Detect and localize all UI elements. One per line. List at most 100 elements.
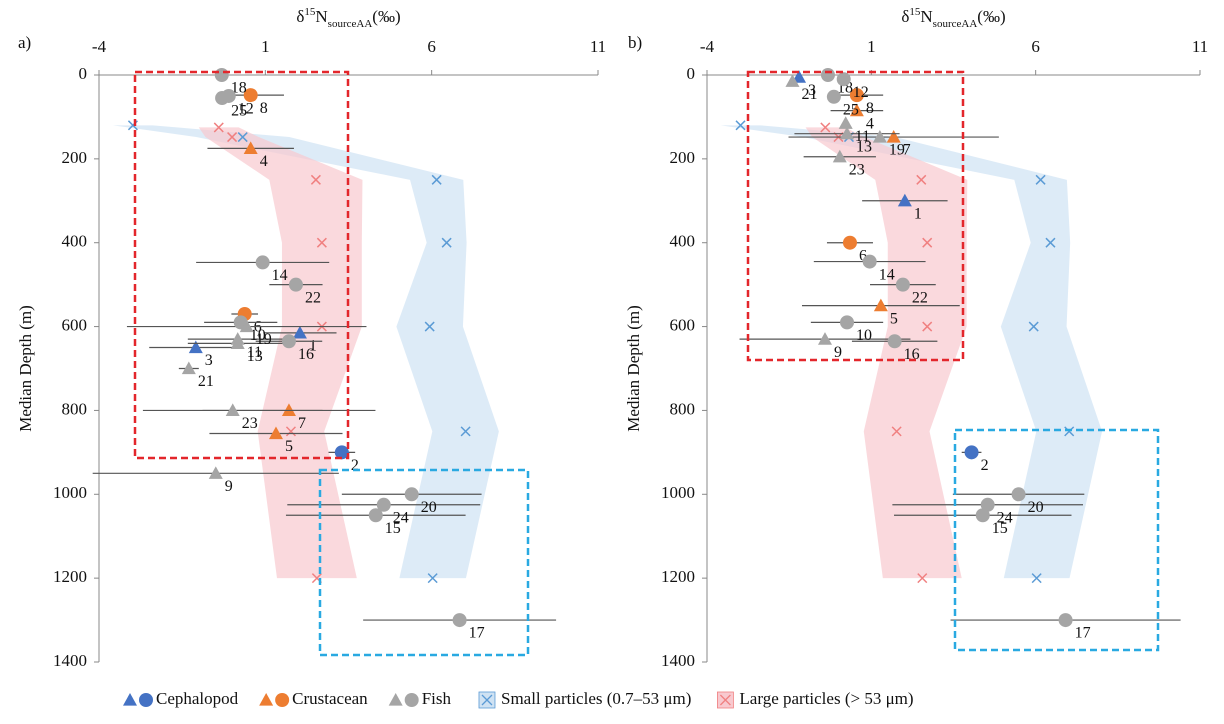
particle-marker bbox=[1064, 426, 1075, 437]
x-axis-title-part: sourceAA bbox=[328, 18, 373, 30]
point-label: 4 bbox=[260, 153, 268, 170]
point-label: 20 bbox=[1028, 499, 1044, 516]
point-label: 4 bbox=[866, 115, 874, 132]
point-label: 7 bbox=[298, 415, 306, 432]
particle-marker bbox=[917, 573, 928, 584]
y-tick-label: 200 bbox=[62, 148, 88, 167]
point-label: 8 bbox=[260, 100, 268, 117]
triangle-marker bbox=[230, 336, 245, 349]
circle-marker bbox=[334, 445, 349, 460]
particle-marker bbox=[1035, 174, 1046, 185]
circle-marker bbox=[840, 315, 855, 330]
point-label: 25 bbox=[843, 101, 859, 118]
x-tick-label: 11 bbox=[1192, 37, 1208, 56]
x-tick-label: -4 bbox=[700, 37, 715, 56]
panel: -4 1 6 110200400600800100012001400δ15Nsourc… bbox=[624, 6, 1208, 670]
triangle-marker bbox=[886, 130, 901, 143]
point-label: 14 bbox=[272, 267, 288, 284]
circle-marker bbox=[376, 497, 391, 512]
panel-label: a) bbox=[18, 33, 31, 52]
legend-label: Cephalopod bbox=[156, 689, 239, 708]
point-label: 21 bbox=[198, 373, 214, 390]
point-label: 24 bbox=[997, 509, 1013, 526]
particle-band bbox=[198, 127, 363, 579]
circle-marker bbox=[404, 487, 419, 502]
particle-marker bbox=[227, 132, 238, 143]
y-tick-label: 1400 bbox=[53, 651, 87, 670]
legend-triangle bbox=[388, 693, 403, 706]
particle-band bbox=[720, 125, 1103, 579]
blue-box bbox=[318, 468, 530, 657]
point-label: 23 bbox=[242, 415, 258, 432]
point-label: 19 bbox=[889, 142, 905, 159]
x-tick-label: 1 bbox=[261, 37, 270, 56]
point-label: 20 bbox=[421, 499, 437, 516]
x-axis-title-part: 15 bbox=[304, 6, 316, 18]
circle-marker bbox=[820, 68, 835, 82]
y-tick-label: 600 bbox=[62, 315, 88, 334]
circle-marker bbox=[849, 88, 864, 103]
particle-marker bbox=[310, 174, 321, 185]
point-label: 9 bbox=[225, 478, 233, 495]
x-axis-title-part: δ bbox=[296, 7, 304, 26]
y-tick-label: 800 bbox=[62, 399, 88, 418]
point-label: 7 bbox=[903, 142, 911, 159]
circle-marker bbox=[288, 277, 303, 292]
point-label: 2 bbox=[981, 457, 989, 474]
triangle-marker bbox=[832, 149, 847, 163]
legend-circle bbox=[275, 693, 290, 707]
x-axis-title-part: 15 bbox=[909, 6, 921, 18]
legend: Cephalopod Crustacean Fish Small particles … bbox=[123, 689, 914, 709]
point-label: 2 bbox=[351, 457, 359, 474]
point-label: 15 bbox=[992, 520, 1008, 537]
point-label: 5 bbox=[890, 310, 898, 327]
point-label: 11 bbox=[855, 128, 870, 145]
point-label: 11 bbox=[247, 344, 262, 361]
legend-triangle bbox=[123, 693, 137, 706]
x-axis-title-part: δ bbox=[901, 7, 909, 26]
particle-marker bbox=[820, 122, 831, 133]
circle-marker bbox=[842, 235, 857, 250]
point-label: 8 bbox=[866, 100, 874, 117]
legend-label: Fish bbox=[422, 689, 452, 708]
point-label: 12 bbox=[853, 84, 869, 101]
y-tick-label: 1200 bbox=[53, 567, 87, 586]
triangle-marker bbox=[838, 116, 853, 129]
point-label: 12 bbox=[238, 101, 254, 118]
panel-label: b) bbox=[628, 33, 642, 52]
circle-marker bbox=[1011, 487, 1026, 502]
x-axis-title-part: (‰) bbox=[977, 7, 1005, 26]
particle-marker bbox=[922, 237, 933, 248]
x-tick-label: 11 bbox=[590, 37, 606, 56]
point-label: 3 bbox=[205, 352, 213, 369]
particle-marker bbox=[237, 132, 248, 143]
circle-marker bbox=[452, 613, 467, 628]
legend-label: Small particles (0.7–53 μm) bbox=[501, 689, 691, 708]
point-label: 10 bbox=[250, 327, 266, 344]
point-label: 1 bbox=[309, 338, 317, 355]
y-tick-label: 400 bbox=[62, 232, 88, 251]
particle-marker bbox=[460, 426, 471, 437]
x-axis-title-part: (‰) bbox=[372, 7, 400, 26]
circle-marker bbox=[895, 277, 910, 292]
triangle-marker bbox=[239, 319, 254, 333]
particle-marker bbox=[431, 174, 442, 185]
triangle-marker bbox=[281, 403, 296, 417]
triangle-marker bbox=[873, 298, 888, 312]
circle-marker bbox=[964, 445, 979, 460]
y-tick-label: 1400 bbox=[661, 651, 695, 670]
y-axis-title: Median Depth (m) bbox=[16, 305, 35, 432]
panel: -4 1 6 110200400600800100012001400δ15Nsourc… bbox=[16, 6, 606, 670]
point-label: 24 bbox=[393, 509, 409, 526]
x-tick-label: 6 bbox=[427, 37, 436, 56]
highlight-boxes bbox=[133, 70, 1160, 657]
legend-x bbox=[719, 694, 731, 706]
point-label: 21 bbox=[801, 86, 817, 103]
particle-marker bbox=[1028, 321, 1039, 332]
point-label: 5 bbox=[285, 438, 293, 455]
triangle-marker bbox=[208, 466, 223, 479]
triangle-marker bbox=[792, 70, 807, 83]
circle-marker bbox=[214, 68, 229, 82]
